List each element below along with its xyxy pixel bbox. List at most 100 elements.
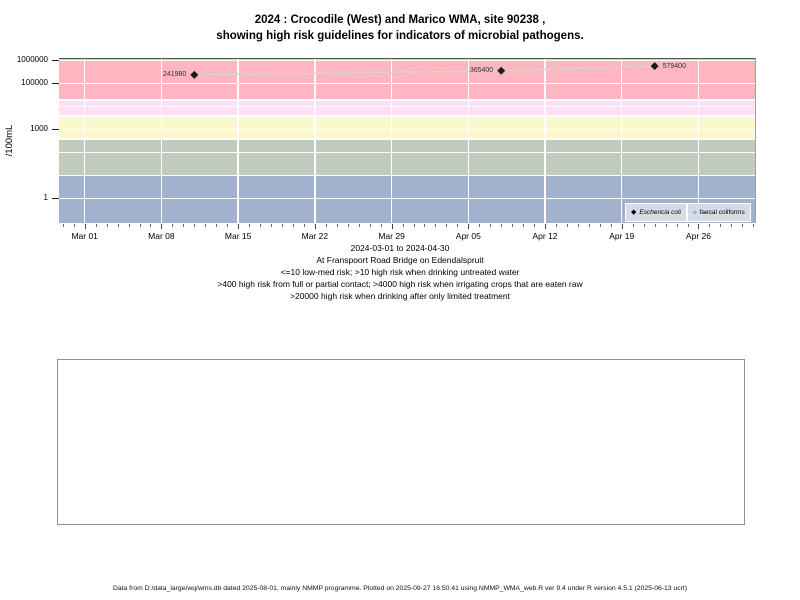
x-minor-tick — [62, 224, 64, 227]
x-minor-tick — [325, 224, 327, 227]
x-major-tick — [545, 224, 547, 229]
x-tick-label: Mar 22 — [301, 231, 329, 241]
x-minor-tick — [95, 224, 97, 227]
x-minor-tick — [534, 224, 536, 227]
vertical-gridline — [467, 59, 470, 223]
x-minor-tick — [501, 224, 503, 227]
x-major-tick — [621, 224, 623, 229]
x-major-tick — [314, 224, 316, 229]
y-tick-label: 1 — [43, 192, 48, 202]
chart-title-line1: 2024 : Crocodile (West) and Marico WMA, … — [254, 14, 546, 26]
x-tick-label: Mar 29 — [378, 231, 405, 241]
horizontal-gridline — [59, 115, 755, 117]
data-point-label: 241980 — [162, 71, 187, 79]
x-minor-tick — [687, 224, 689, 227]
x-minor-tick — [424, 224, 426, 227]
x-minor-tick — [643, 224, 645, 227]
x-minor-tick — [260, 224, 262, 227]
y-tick-mark — [52, 197, 59, 199]
x-minor-tick — [216, 224, 218, 227]
x-major-tick — [84, 224, 86, 229]
x-minor-tick — [380, 224, 382, 227]
y-tick-label: 1000 — [30, 123, 48, 133]
vertical-gridline — [390, 59, 393, 223]
series-line — [194, 65, 655, 76]
chart-title-line2: showing high risk guidelines for indicat… — [216, 30, 584, 42]
guideline-note-3: >20000 high risk when drinking after onl… — [290, 291, 510, 301]
x-minor-tick — [402, 224, 404, 227]
y-tick-label: 100000 — [21, 77, 48, 87]
chart-title: 2024 : Crocodile (West) and Marico WMA, … — [0, 12, 800, 44]
data-point-diamond — [650, 62, 659, 71]
horizontal-gridline — [59, 151, 755, 154]
site-location-label: At Franspoort Road Bridge on Edendalspru… — [316, 255, 484, 265]
axis-notes: 2024-03-01 to 2024-04-30 At Franspoort R… — [0, 242, 800, 302]
vertical-gridline — [83, 59, 86, 223]
x-minor-tick — [128, 224, 130, 227]
y-axis-tick-marks — [52, 58, 59, 223]
legend-item-eschericia-coli: ◆ Eschericia coli — [625, 203, 687, 222]
data-point-diamond — [497, 66, 506, 75]
x-minor-tick — [292, 224, 294, 227]
x-minor-tick — [709, 224, 711, 227]
vertical-gridline — [697, 59, 700, 223]
x-major-tick — [161, 224, 163, 229]
x-minor-tick — [150, 224, 152, 227]
x-minor-tick — [139, 224, 141, 227]
horizontal-gridline — [59, 197, 755, 200]
legend: ◆ Eschericia coli ○ faecal coliforms — [625, 203, 751, 222]
x-minor-tick — [413, 224, 415, 227]
legend-label-faecal-coliforms: faecal coliforms — [699, 209, 745, 216]
x-minor-tick — [117, 224, 119, 227]
x-tick-label: Apr 12 — [532, 231, 558, 241]
x-minor-tick — [577, 224, 579, 227]
x-minor-tick — [303, 224, 305, 227]
x-tick-label: Apr 05 — [455, 231, 481, 241]
y-axis-tick-labels: 1000000 100000 1000 1 — [0, 55, 48, 223]
x-minor-tick — [281, 224, 283, 227]
data-point-diamond — [190, 70, 199, 79]
x-minor-tick — [172, 224, 174, 227]
y-tick-mark — [52, 128, 59, 130]
footer-note: Data from D:/data_large/wq/wms.db dated … — [112, 585, 688, 592]
horizontal-gridline — [59, 99, 755, 101]
x-minor-tick — [446, 224, 448, 227]
empty-panel — [57, 359, 745, 525]
guideline-note-2: >400 high risk from full or partial cont… — [217, 279, 583, 289]
x-axis-range-label: 2024-03-01 to 2024-04-30 — [350, 243, 450, 253]
x-tick-label: Mar 15 — [224, 231, 252, 241]
risk-band — [59, 99, 755, 116]
x-minor-tick — [347, 224, 349, 227]
x-minor-tick — [249, 224, 251, 227]
x-minor-tick — [227, 224, 229, 227]
x-minor-tick — [742, 224, 744, 227]
legend-label-eschericia-coli: Eschericia coli — [639, 209, 681, 216]
x-minor-tick — [512, 224, 514, 227]
risk-band — [59, 138, 755, 176]
vertical-gridline — [314, 59, 316, 223]
open-circle-icon: ○ — [692, 209, 697, 216]
x-minor-tick — [676, 224, 678, 227]
x-minor-tick — [665, 224, 667, 227]
x-tick-label: Apr 19 — [609, 231, 635, 241]
x-minor-tick — [435, 224, 437, 227]
x-major-tick — [468, 224, 470, 229]
x-major-tick — [391, 224, 393, 229]
x-minor-tick — [731, 224, 733, 227]
x-minor-tick — [632, 224, 634, 227]
x-minor-tick — [654, 224, 656, 227]
x-minor-tick — [73, 224, 75, 227]
horizontal-gridline — [59, 59, 755, 62]
legend-item-faecal-coliforms: ○ faecal coliforms — [686, 203, 751, 222]
horizontal-gridline — [59, 174, 755, 177]
x-minor-tick — [720, 224, 722, 227]
x-tick-label: Apr 26 — [685, 231, 711, 241]
data-series-overlay — [190, 62, 659, 79]
vertical-gridline — [620, 59, 623, 223]
x-minor-tick — [205, 224, 207, 227]
x-minor-tick — [369, 224, 371, 227]
x-minor-tick — [599, 224, 601, 227]
x-minor-tick — [566, 224, 568, 227]
risk-band — [59, 115, 755, 139]
x-minor-tick — [194, 224, 196, 227]
